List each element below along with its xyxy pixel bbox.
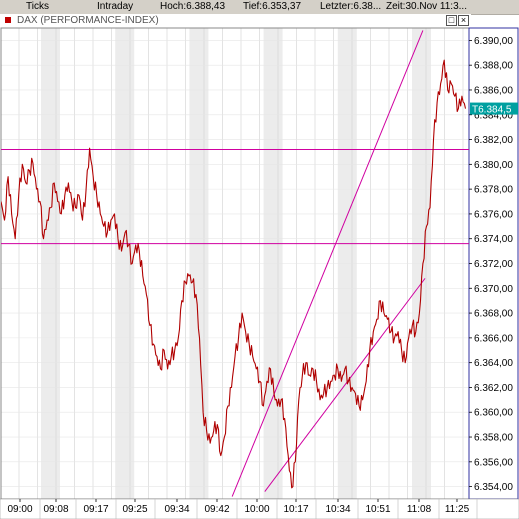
low-readout: Tief:6.353,37: [243, 1, 302, 12]
x-tick-label: 10:51: [365, 504, 390, 515]
y-tick-label: 6.376,00: [474, 209, 513, 220]
last-price-readout: Letzter:6.38...: [320, 1, 382, 12]
x-tick-label: 11:25: [445, 504, 470, 515]
x-tick-label: 10:00: [244, 504, 269, 515]
current-price-label: T6.384,5: [472, 105, 512, 116]
period-selector[interactable]: Intraday: [97, 1, 134, 12]
y-tick-label: 6.366,00: [474, 333, 513, 344]
y-tick-label: 6.362,00: [474, 383, 513, 394]
y-tick-label: 6.356,00: [474, 457, 513, 468]
trend-line: [264, 278, 426, 492]
x-tick-label: 11:08: [407, 504, 432, 515]
time-readout: Zeit:30.Nov 11:3...: [386, 1, 467, 12]
x-tick-label: 09:34: [164, 504, 189, 515]
y-tick-label: 6.370,00: [474, 284, 513, 295]
x-tick-label: 10:17: [283, 504, 308, 515]
y-tick-label: 6.382,00: [474, 135, 513, 146]
x-tick-label: 09:08: [43, 504, 68, 515]
y-tick-label: 6.374,00: [474, 234, 513, 245]
maximize-button[interactable]: □: [446, 15, 457, 26]
y-tick-label: 6.388,00: [474, 61, 513, 72]
x-tick-label: 09:00: [7, 504, 32, 515]
ticks-selector[interactable]: Ticks: [26, 1, 49, 12]
x-axis-panel: [0, 498, 519, 519]
current-price-badge: [470, 102, 518, 115]
chart-toolbar: Ticks Intraday Hoch:6.388,43 Tief:6.353,…: [0, 0, 519, 15]
x-tick-label: 10:34: [325, 504, 350, 515]
chart-title: DAX (PERFORMANCE-INDEX): [17, 15, 159, 26]
y-tick-label: 6.360,00: [474, 408, 513, 419]
y-tick-label: 6.384,00: [474, 110, 513, 121]
series-color-icon: [5, 17, 11, 23]
high-readout: Hoch:6.388,43: [160, 1, 226, 12]
y-tick-label: 6.364,00: [474, 358, 513, 369]
y-tick-label: 6.354,00: [474, 482, 513, 493]
close-button[interactable]: ×: [458, 15, 469, 26]
y-tick-label: 6.386,00: [474, 85, 513, 96]
chart-title-bar: DAX (PERFORMANCE-INDEX): [0, 14, 471, 27]
y-tick-label: 6.390,00: [474, 36, 513, 47]
y-tick-label: 6.380,00: [474, 160, 513, 171]
x-tick-label: 09:17: [83, 504, 108, 515]
y-tick-label: 6.368,00: [474, 309, 513, 320]
y-tick-label: 6.378,00: [474, 185, 513, 196]
y-tick-label: 6.372,00: [474, 259, 513, 270]
x-tick-label: 09:25: [122, 504, 147, 515]
y-tick-label: 6.358,00: [474, 433, 513, 444]
trend-line: [231, 30, 424, 497]
x-tick-label: 09:42: [204, 504, 229, 515]
price-series-line: [1, 59, 467, 489]
